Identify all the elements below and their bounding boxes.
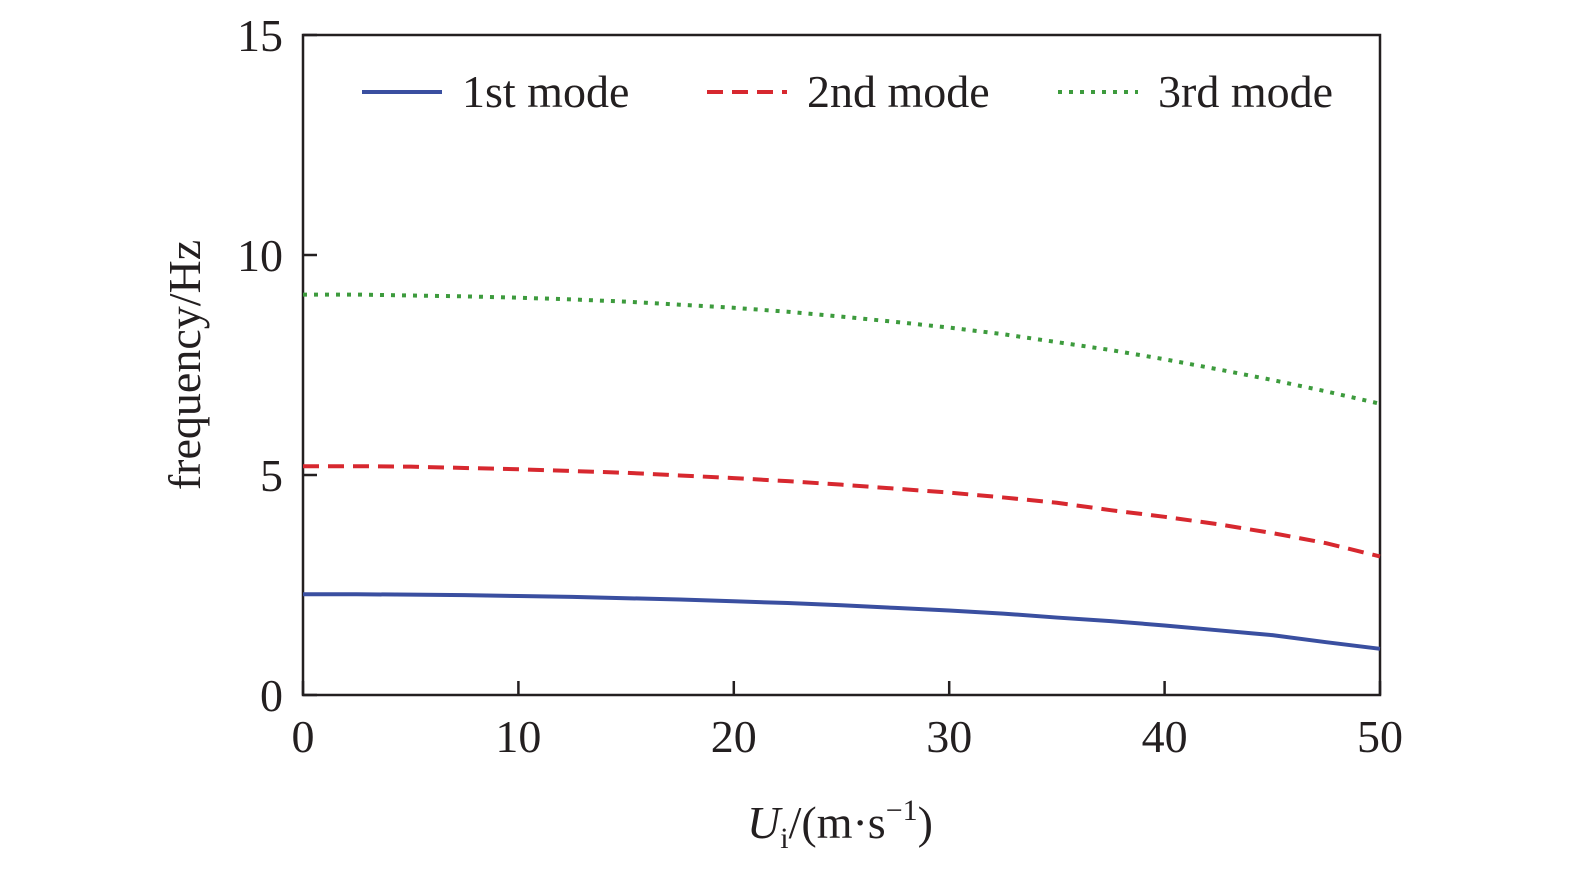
x-tick-label: 30: [926, 711, 972, 762]
x-axis-title-unit: /(m·s: [789, 797, 886, 848]
series-line-3rd-mode: [303, 292, 1381, 406]
x-axis-title-unit-close: ): [918, 797, 933, 848]
series-layer: [303, 292, 1381, 651]
y-axis-title: frequency/Hz: [159, 240, 210, 490]
x-tick-label: 10: [495, 711, 541, 762]
y-tick-label: 0: [260, 670, 283, 721]
plot-border: [301, 33, 1382, 697]
y-tick-label: 10: [237, 230, 283, 281]
series-line-1st-mode: [303, 592, 1381, 651]
x-axis-title-superscript: −1: [886, 794, 918, 827]
y-tick-label: 15: [237, 10, 283, 61]
x-tick-label: 20: [711, 711, 757, 762]
x-tick-label: 0: [292, 711, 315, 762]
x-axis-title: Ui/(m·s−1): [747, 794, 933, 855]
x-axis-title-subscript: i: [780, 822, 788, 855]
series-line-2nd-mode: [303, 464, 1381, 559]
y-axis: 0 5 10 15: [237, 10, 317, 721]
legend: 1st mode 2nd mode 3rd mode: [362, 66, 1333, 117]
x-axis-title-variable: U: [747, 797, 783, 848]
legend-label: 3rd mode: [1158, 66, 1333, 117]
x-axis: 0 10 20 30 40 50: [292, 681, 1403, 762]
legend-label: 1st mode: [462, 66, 629, 117]
x-tick-label: 50: [1357, 711, 1403, 762]
x-tick-label: 40: [1142, 711, 1188, 762]
y-tick-label: 5: [260, 450, 283, 501]
plot-area: [301, 33, 1382, 697]
legend-label: 2nd mode: [807, 66, 990, 117]
